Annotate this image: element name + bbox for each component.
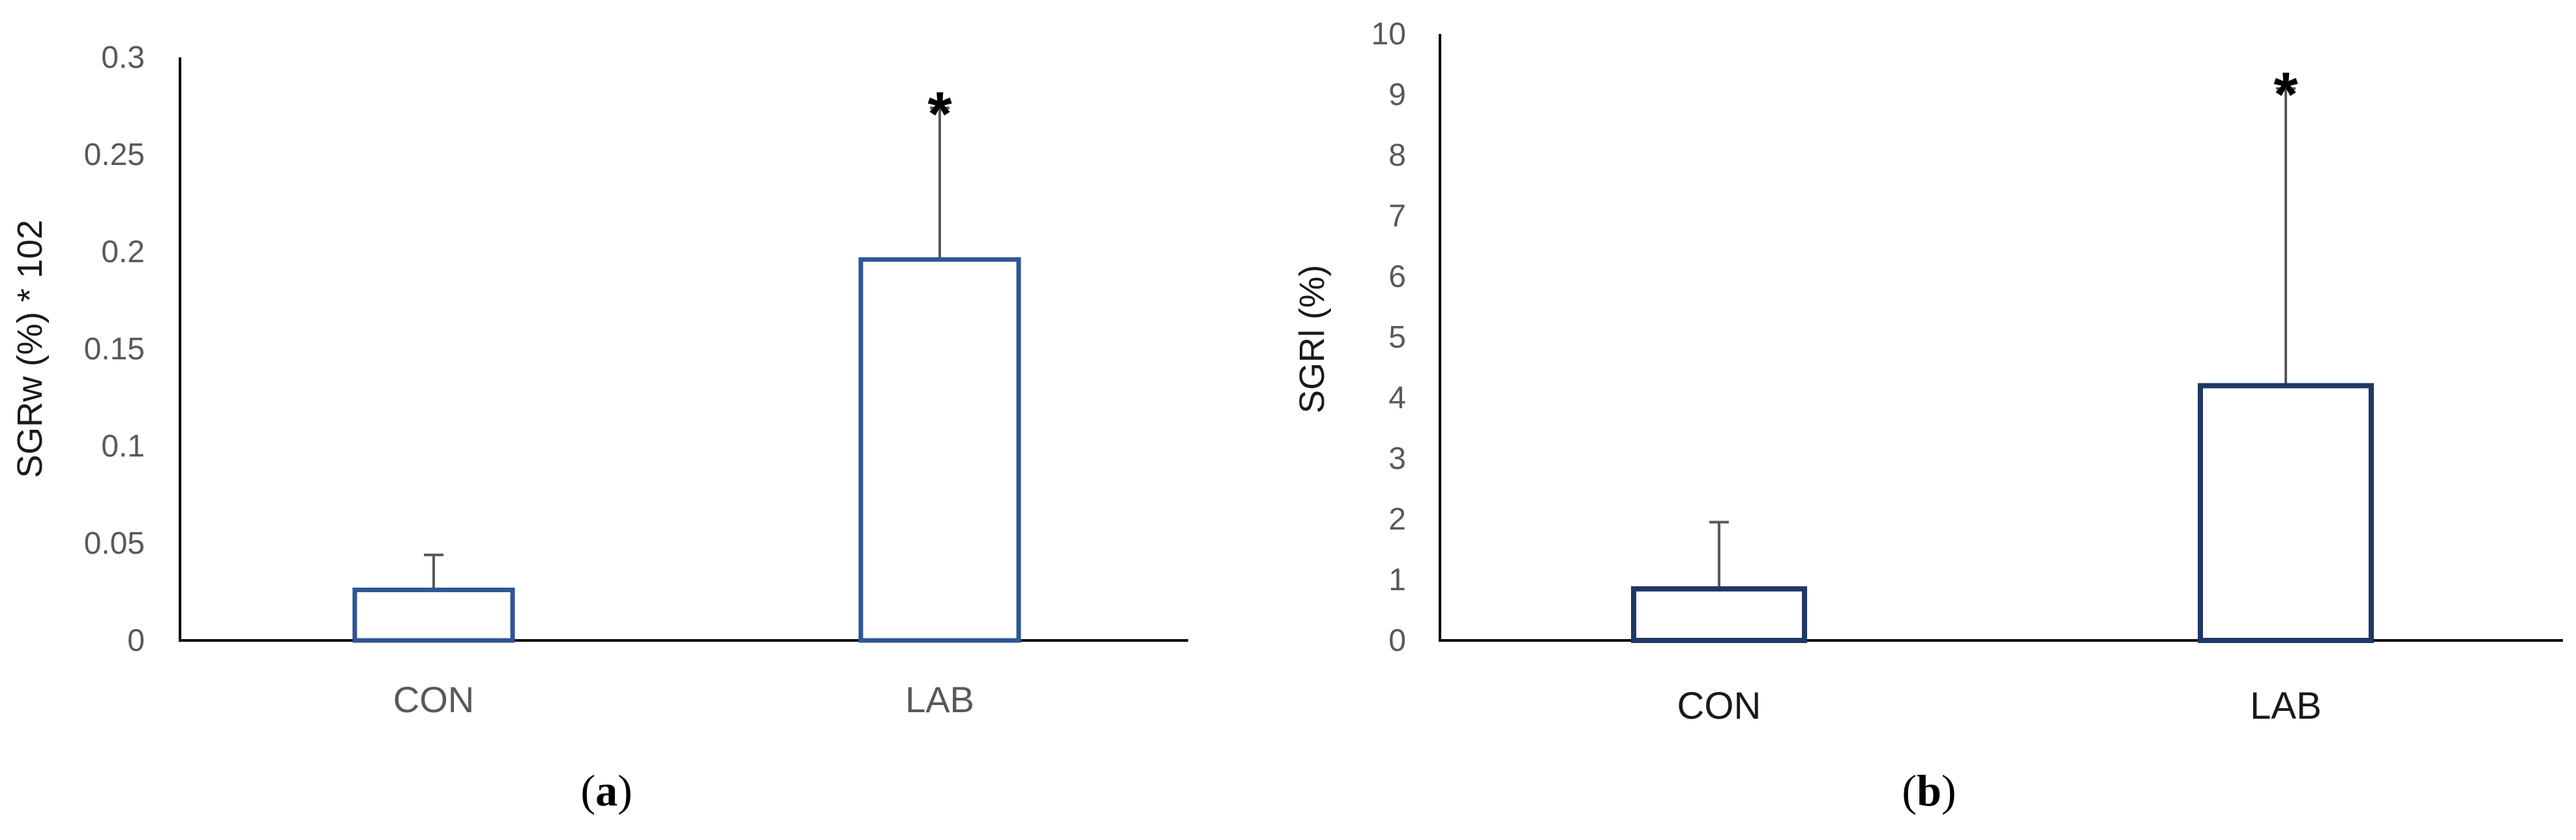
y-tick-label: 0.05 (84, 526, 145, 561)
y-tick-label: 0 (127, 623, 145, 658)
y-tick-label: 6 (1388, 260, 1406, 294)
y-tick-label: 7 (1388, 199, 1406, 233)
significance-marker: * (2273, 60, 2298, 130)
bar-lab (858, 257, 1021, 643)
bar-con (352, 588, 515, 643)
y-tick-label: 0 (1388, 623, 1406, 658)
y-tick-label: 0.25 (84, 138, 145, 172)
y-axis-title: SGRl (%) (1293, 265, 1332, 413)
significance-marker: * (927, 79, 952, 149)
y-tick-label: 10 (1371, 17, 1406, 52)
chart-panel-b: 0 1 2 3 4 5 6 7 8 9 10 SGRl (%) CON LAB * (b) (1293, 17, 2563, 815)
y-tick-label: 8 (1388, 138, 1406, 173)
chart-panel-a: 0 0.05 0.1 0.15 0.2 0.25 0.3 SGRw (%) * 102 CON L… (10, 40, 1188, 815)
y-tick-label: 5 (1388, 320, 1406, 355)
panel-label-letter: a (595, 766, 618, 815)
y-tick-label: 2 (1388, 502, 1406, 537)
panel-label-close: ) (618, 766, 633, 815)
y-tick-label: 9 (1388, 78, 1406, 112)
y-axis-title: SGRw (%) * 102 (10, 220, 50, 478)
x-tick-label: LAB (905, 679, 974, 720)
panel-label-open: ( (580, 766, 595, 815)
x-tick-label: LAB (2250, 685, 2322, 727)
panel-label-open: ( (1902, 766, 1917, 815)
y-tick-label: 0.1 (101, 429, 145, 464)
y-tick-label: 0.2 (101, 235, 145, 269)
y-tick-label: 1 (1388, 563, 1406, 597)
panel-label-close: ) (1941, 766, 1956, 815)
y-tick-label: 3 (1388, 442, 1406, 476)
panel-label-letter: b (1917, 766, 1941, 815)
y-tick-label: 0.15 (84, 332, 145, 367)
panel-label: (a) (580, 766, 632, 815)
x-tick-label: CON (1677, 685, 1761, 727)
y-tick-label: 4 (1388, 381, 1406, 415)
panel-label: (b) (1902, 766, 1956, 815)
bar-con (1631, 586, 1807, 644)
y-tick-label: 0.3 (101, 40, 145, 75)
bar-lab (2198, 383, 2374, 644)
x-tick-label: CON (393, 679, 474, 720)
